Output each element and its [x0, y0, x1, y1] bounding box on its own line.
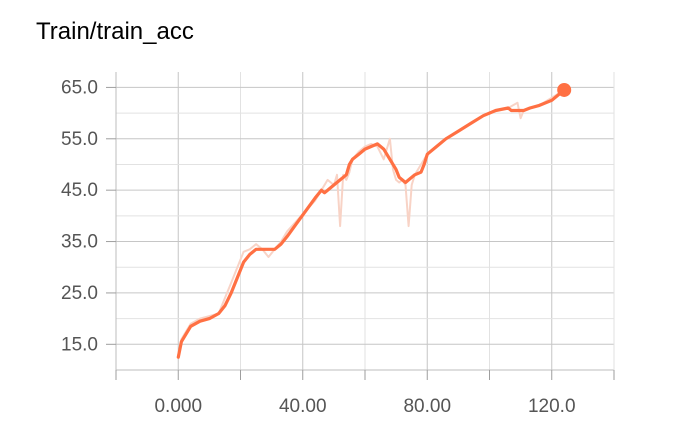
- y-tick-label: 65.0: [61, 77, 98, 98]
- last-point-marker: [557, 82, 572, 97]
- y-tick-label: 35.0: [61, 232, 98, 253]
- y-tick-label: 45.0: [61, 180, 98, 201]
- tick-labels: 15.0 25.0 35.0 45.0 55.0 65.0 0.000 40.00 80.00 1…: [61, 77, 576, 417]
- axes: [106, 72, 615, 380]
- y-tick-label: 15.0: [61, 334, 98, 355]
- y-tick-label: 25.0: [61, 283, 98, 304]
- chart-title: Train/train_acc: [36, 18, 194, 45]
- series: [176, 82, 572, 359]
- smoothed-series-line: [176, 88, 566, 359]
- x-tick-label: 0.000: [154, 396, 202, 417]
- x-tick-label: 120.0: [528, 396, 576, 417]
- raw-series-line: [177, 89, 566, 356]
- y-tick-label: 55.0: [61, 129, 98, 150]
- x-tick-label: 80.00: [403, 396, 451, 417]
- x-tick-label: 40.00: [279, 396, 327, 417]
